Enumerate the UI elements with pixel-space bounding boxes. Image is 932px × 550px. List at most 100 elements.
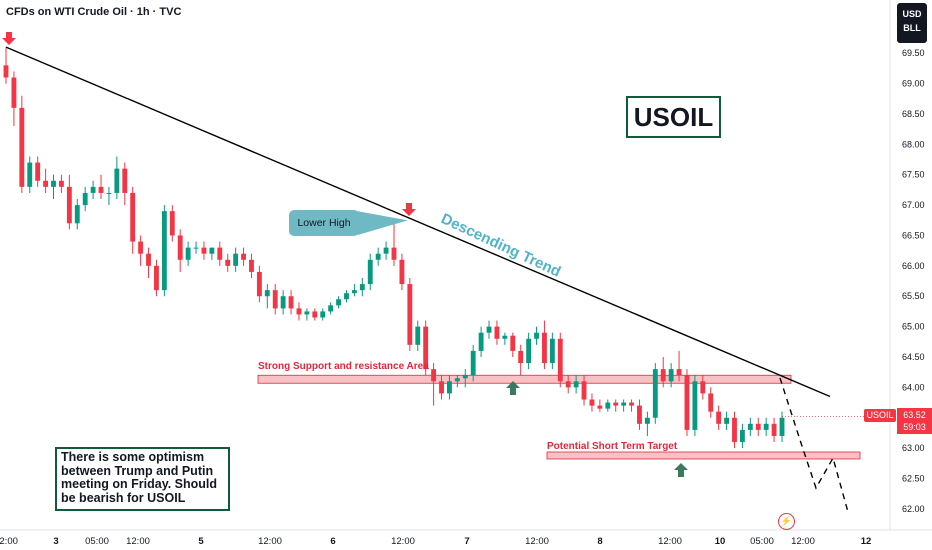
chart-title-box: USOIL (626, 96, 721, 138)
x-tick-label: 12:00 (258, 536, 282, 547)
candle-body (161, 211, 167, 291)
trend-label: Descending Trend (438, 210, 563, 280)
candle-body (597, 405, 603, 409)
candle-body (146, 253, 151, 266)
candle-body (185, 247, 191, 260)
candle-body (581, 381, 587, 400)
x-tick-label: 12:00 (126, 536, 150, 547)
y-tick-label: 66.50 (902, 230, 925, 240)
y-tick-label: 64.50 (902, 352, 925, 362)
candle-body (478, 332, 484, 351)
candle-body (280, 296, 286, 309)
candle-body (613, 402, 619, 406)
candle-body (605, 402, 611, 409)
candle-body (747, 423, 753, 430)
down-arrow-icon (2, 32, 16, 45)
candle-body (169, 211, 175, 236)
candle-body (621, 402, 627, 406)
x-tick-label: 7 (464, 536, 469, 547)
candle-body (201, 247, 207, 254)
x-tick-label: 8 (597, 536, 602, 547)
candle-body (763, 423, 769, 430)
last-price: 63.52 (903, 410, 926, 420)
down-arrow-icon (402, 203, 416, 216)
x-tick-label: 12:00 (525, 536, 549, 547)
y-tick-label: 63.00 (902, 443, 925, 453)
candle-body (3, 65, 9, 78)
candle-body (367, 259, 373, 285)
candle-body (130, 192, 136, 242)
candle-body (98, 186, 104, 193)
candle-body (288, 296, 294, 309)
candle-body (652, 369, 658, 418)
y-tick-label: 69.00 (902, 79, 925, 89)
chart-header-title: CFDs on WTI Crude Oil · 1h · TVC (6, 6, 182, 18)
y-tick-label: 68.50 (902, 109, 925, 119)
candle-body (66, 186, 72, 224)
candle-body (344, 293, 349, 300)
candle-body (27, 162, 33, 187)
x-tick-label: 05:00 (85, 536, 109, 547)
lower-high-callout: Lower High (289, 210, 359, 236)
candle-body (351, 290, 357, 294)
candle-body (446, 381, 452, 394)
candle-body (668, 369, 674, 382)
x-tick-label: 12:00 (0, 536, 18, 547)
candle-body (11, 77, 17, 108)
candle-body (19, 107, 25, 187)
candle-body (51, 180, 56, 187)
candle-body (74, 205, 80, 224)
candle-body (249, 259, 254, 272)
candle-body (542, 332, 547, 364)
candle-body (256, 271, 262, 297)
y-tick-label: 67.50 (902, 170, 925, 180)
candle-body (304, 311, 310, 315)
candle-body (510, 335, 516, 351)
candle-body (549, 338, 555, 364)
candle-body (644, 417, 650, 424)
target-label: Potential Short Term Target (547, 441, 678, 452)
candle-body (486, 326, 492, 333)
candle-body (676, 369, 682, 376)
candle-body (177, 235, 183, 260)
x-tick-label: 12 (861, 536, 872, 547)
descending-trend-line (5, 46, 831, 398)
candle-body (502, 335, 508, 339)
candle-body (557, 338, 563, 382)
candle-body (494, 326, 500, 339)
candle-body (684, 375, 690, 430)
support-zone (257, 374, 792, 384)
candle-body (209, 247, 215, 254)
y-tick-label: 67.00 (902, 200, 925, 210)
candle-body (708, 393, 714, 412)
candle-body (779, 417, 785, 436)
x-tick-label: 12:00 (391, 536, 415, 547)
x-tick-label: 05:00 (750, 536, 774, 547)
candle-body (660, 369, 666, 382)
candle-body (454, 378, 460, 382)
candle-body (692, 381, 698, 430)
lightning-icon[interactable]: ⚡ (778, 513, 795, 530)
candle-body (193, 247, 199, 249)
up-arrow-icon (506, 381, 520, 395)
candle-body (58, 180, 64, 187)
candle-body (431, 369, 437, 382)
candle-body (739, 429, 745, 443)
candle-body (415, 326, 421, 345)
candle-body (106, 192, 112, 194)
candle-body (90, 186, 96, 193)
lower-high-pointer (356, 208, 409, 235)
candle-body (217, 247, 223, 260)
candle-body (391, 247, 397, 260)
candle-body (43, 180, 49, 187)
x-tick-label: 3 (53, 536, 58, 547)
target-zone (546, 451, 861, 460)
currency-badge: USD BLL (897, 3, 927, 43)
y-tick-label: 62.00 (902, 504, 925, 514)
projection-path (779, 377, 849, 513)
candle-body (383, 247, 389, 254)
candle-body (724, 417, 730, 424)
x-tick-label: 12:00 (658, 536, 682, 547)
